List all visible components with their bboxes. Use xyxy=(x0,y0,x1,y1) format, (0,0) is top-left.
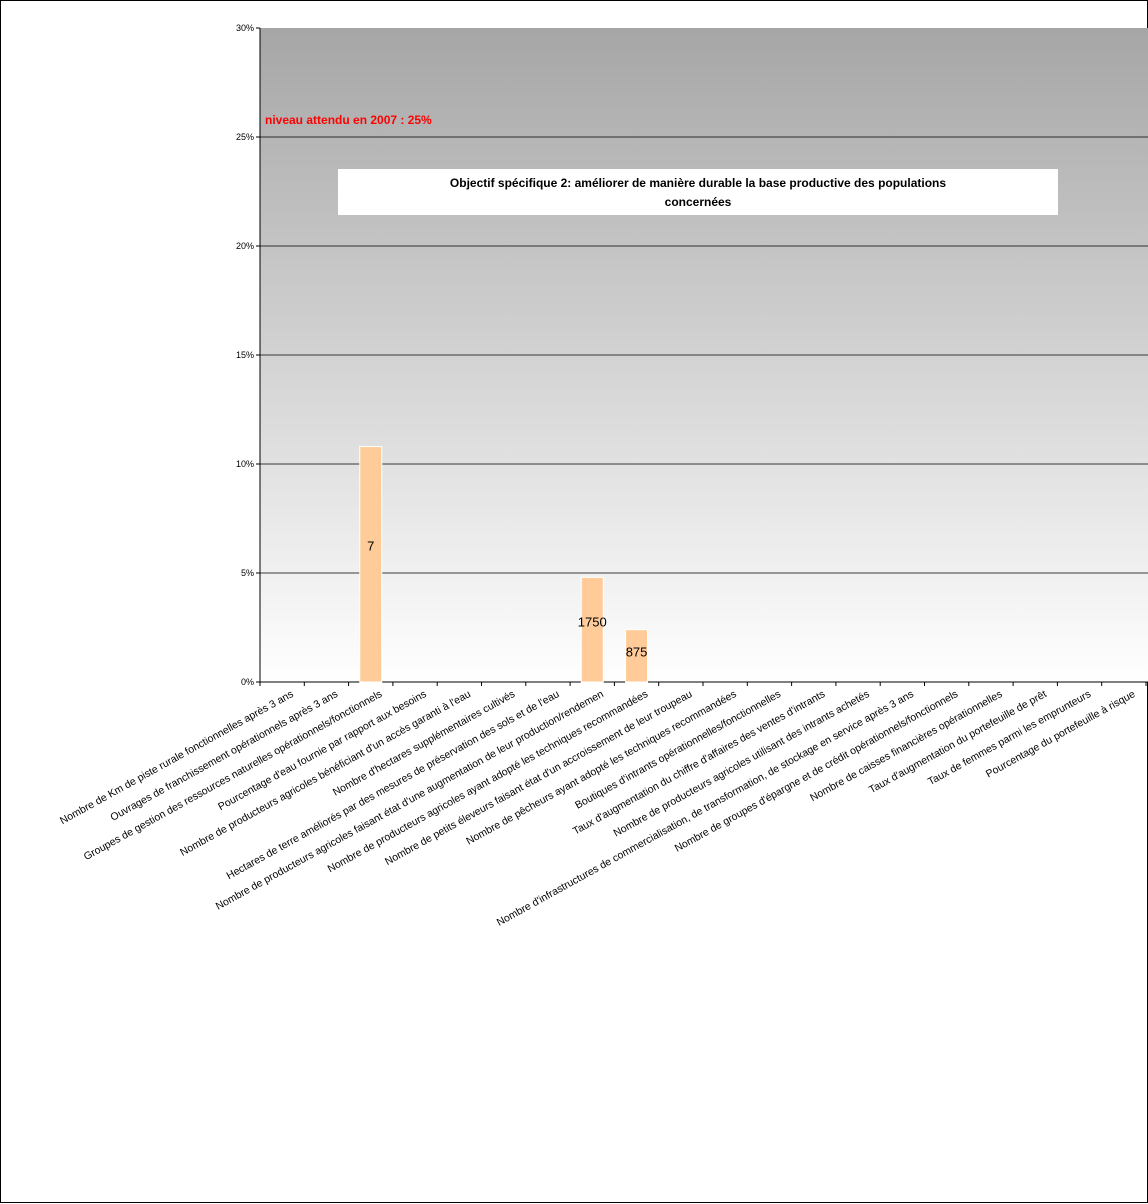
data-labels: 7 1750 875 xyxy=(367,538,647,659)
target-annotation: niveau attendu en 2007 : 25% xyxy=(265,113,432,127)
y-tick-label: 10% xyxy=(236,459,254,469)
bars xyxy=(359,446,649,683)
bar xyxy=(580,576,604,683)
y-tick-labels: 0% 5% 10% 15% 20% 25% 30% xyxy=(236,23,254,687)
y-tick-label: 5% xyxy=(241,568,254,578)
data-label: 1750 xyxy=(578,614,607,629)
y-tick-label: 20% xyxy=(236,241,254,251)
bar xyxy=(625,629,649,683)
data-label: 875 xyxy=(626,645,648,660)
axes xyxy=(256,27,1148,686)
bar xyxy=(359,446,383,683)
x-category-labels: Nombre de Km de piste rurale fonctionnel… xyxy=(58,688,1137,929)
chart-title-box: Objectif spécifique 2: améliorer de mani… xyxy=(338,169,1058,215)
chart-title-line-1: Objectif spécifique 2: améliorer de mani… xyxy=(450,176,946,190)
title-background xyxy=(338,169,1058,215)
y-tick-label: 15% xyxy=(236,350,254,360)
y-tick-label: 25% xyxy=(236,132,254,142)
gridlines xyxy=(260,136,1148,574)
y-tick-label: 0% xyxy=(241,677,254,687)
y-tick-label: 30% xyxy=(236,23,254,33)
chart-title-line-2: concernées xyxy=(665,195,732,209)
data-label: 7 xyxy=(367,538,374,553)
